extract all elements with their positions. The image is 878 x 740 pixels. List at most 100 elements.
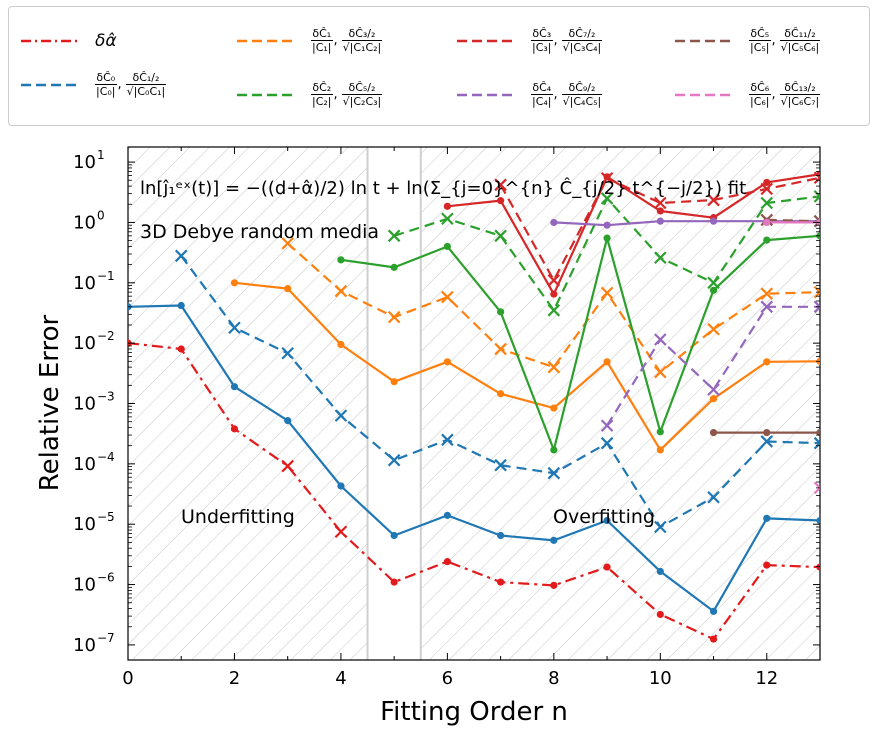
y-tick-exponent: −4 xyxy=(97,450,115,464)
x-tick-label: 6 xyxy=(442,668,453,689)
series-marker-dot-3 xyxy=(390,378,398,386)
series-marker-dot-0 xyxy=(497,578,505,586)
series-marker-dot-3 xyxy=(443,358,451,366)
formula-annotation: ln[ĵ₁ᵉˣ(t)] = −((d+α̂)/2) ln t + ln(Σ_{j… xyxy=(140,177,746,199)
series-marker-x-8 xyxy=(813,171,820,185)
y-tick-exponent: −5 xyxy=(97,510,115,524)
series-marker-dot-3 xyxy=(709,395,718,403)
y-tick-label: 10 xyxy=(73,273,96,294)
series-line-3 xyxy=(234,281,820,451)
legend-entry-c3: δĈ₃ |C₃|, δĈ₇/₂ √|C₃C₄| xyxy=(455,27,603,54)
series-marker-x-4 xyxy=(600,286,614,300)
series-line-0 xyxy=(128,342,820,641)
series-marker-x-2 xyxy=(494,458,507,472)
x-tick-label: 12 xyxy=(755,668,778,689)
legend-line-c2 xyxy=(237,93,295,96)
series-marker-dot-13 xyxy=(763,218,771,227)
series-marker-dot-0 xyxy=(390,578,398,586)
series-line-12 xyxy=(766,218,820,223)
series-marker-x-6 xyxy=(547,304,561,317)
series-marker-x-8 xyxy=(707,193,720,207)
legend-entry-c6: δĈ₆ |C₆|, δĈ₁₃/₂ √|C₆C₇| xyxy=(673,81,821,108)
series-marker-dot-9 xyxy=(709,217,718,225)
series-marker-dot-9 xyxy=(603,221,611,229)
series-marker-x-4 xyxy=(387,310,401,324)
series-marker-x-4 xyxy=(760,287,774,300)
x-tick-label: 8 xyxy=(548,668,559,689)
legend-label-c4: δĈ₄ |C₄|, δĈ₉/₂ √|C₄C₅| xyxy=(531,81,603,108)
series-marker-x-2 xyxy=(813,436,820,450)
series-marker-x-2 xyxy=(281,346,294,360)
series-marker-dot-0 xyxy=(443,558,451,566)
y-tick-exponent: 1 xyxy=(97,148,105,162)
series-marker-x-14 xyxy=(813,481,820,495)
series-marker-x-4 xyxy=(494,342,507,356)
series-marker-dot-1 xyxy=(230,383,239,391)
legend-entry-c0: δĈ₀ |C₀|, δĈ₁/₂ √|C₀C₁| xyxy=(19,71,167,98)
y-tick-label: 10 xyxy=(73,454,96,475)
underfitting-label: Underfitting xyxy=(181,506,295,528)
series-line-10 xyxy=(606,305,820,427)
series-marker-x-2 xyxy=(547,466,561,480)
y-tick-label: 10 xyxy=(73,333,96,354)
series-marker-dot-3 xyxy=(497,390,505,398)
series-marker-x-6 xyxy=(707,276,720,290)
legend-entry-alpha: δα̂ xyxy=(19,31,117,51)
series-marker-x-4 xyxy=(707,322,720,336)
series-marker-dot-0 xyxy=(656,610,664,619)
x-tick-label: 2 xyxy=(229,668,240,689)
x-tick-label: 10 xyxy=(649,668,672,689)
series-marker-x-4 xyxy=(547,360,561,374)
y-tick-label: 10 xyxy=(73,514,96,535)
legend-label-c5: δĈ₅ |C₅|, δĈ₁₁/₂ √|C₅C₆| xyxy=(749,27,821,54)
series-marker-x-2 xyxy=(387,453,401,467)
legend-line-c4 xyxy=(457,93,515,96)
series-marker-x-4 xyxy=(654,365,667,379)
series-marker-dot-1 xyxy=(443,511,451,519)
legend-entry-c4: δĈ₄ |C₄|, δĈ₉/₂ √|C₄C₅| xyxy=(455,81,603,108)
series-marker-x-8 xyxy=(494,178,507,192)
series-marker-x-4 xyxy=(334,284,348,298)
series-marker-dot-7 xyxy=(443,202,451,210)
series-marker-dot-5 xyxy=(709,286,718,294)
legend-line-c0 xyxy=(21,83,79,86)
series-marker-x-2 xyxy=(334,409,348,422)
series-marker-dot-9 xyxy=(656,217,664,225)
y-tick-exponent: −2 xyxy=(97,329,115,343)
series-marker-x-6 xyxy=(600,192,614,205)
x-tick-label: 0 xyxy=(122,668,133,689)
series-marker-dot-1 xyxy=(390,531,398,540)
series-marker-x-10 xyxy=(600,419,614,432)
series-marker-dot-5 xyxy=(497,308,505,316)
series-marker-x-6 xyxy=(654,251,667,265)
legend-label-c6: δĈ₆ |C₆|, δĈ₁₃/₂ √|C₆C₇| xyxy=(749,81,821,108)
legend-line-c1 xyxy=(237,39,295,42)
series-marker-x-6 xyxy=(760,196,774,210)
series-marker-x-0 xyxy=(281,459,294,473)
y-tick-label: 10 xyxy=(73,212,96,233)
series-marker-dot-11 xyxy=(763,428,771,437)
legend-line-alpha xyxy=(21,39,79,43)
series-marker-dot-7 xyxy=(656,207,664,215)
legend-label-c3: δĈ₃ |C₃|, δĈ₇/₂ √|C₃C₄| xyxy=(531,27,603,54)
series-marker-x-8 xyxy=(654,196,667,210)
series-marker-dot-0 xyxy=(603,563,611,571)
series-marker-dot-5 xyxy=(656,428,664,436)
series-marker-dot-1 xyxy=(497,531,505,540)
series-marker-dot-7 xyxy=(550,290,558,298)
series-marker-dot-11 xyxy=(709,428,718,437)
legend-entry-c5: δĈ₅ |C₅|, δĈ₁₁/₂ √|C₅C₆| xyxy=(673,27,821,54)
series-line-5 xyxy=(340,234,820,451)
series-marker-dot-11 xyxy=(816,428,820,437)
series-marker-dot-9 xyxy=(550,218,558,227)
legend-line-c6 xyxy=(675,93,733,96)
medium-annotation: 3D Debye random media xyxy=(140,221,379,243)
legend-label-c2: δĈ₂ |C₂|, δĈ₅/₂ √|C₂C₃| xyxy=(311,81,383,108)
series-marker-dot-1 xyxy=(337,482,345,490)
legend-label-alpha: δα̂ xyxy=(95,31,117,51)
series-marker-dot-0 xyxy=(763,561,771,569)
series-marker-dot-1 xyxy=(550,536,558,544)
series-marker-dot-3 xyxy=(284,285,292,293)
